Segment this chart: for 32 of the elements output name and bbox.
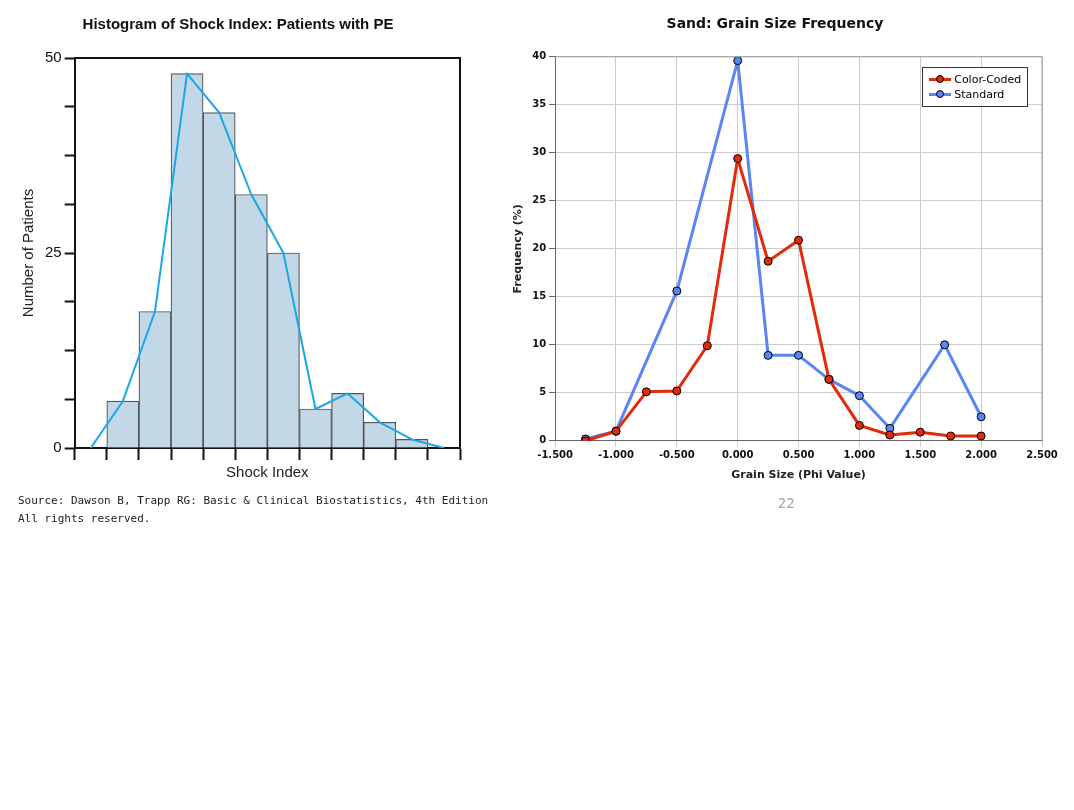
y-tick-label: 15: [532, 290, 547, 302]
y-tick-label: 10: [532, 338, 547, 350]
y-tick-label: 5: [539, 386, 547, 398]
x-tick-label: 0.000: [722, 449, 754, 461]
y-tick-label: 30: [532, 146, 547, 158]
x-axis-title: Grain Size (Phi Value): [731, 468, 867, 482]
x-tick-label: -0.500: [659, 449, 695, 461]
y-tick-label: 0: [53, 438, 62, 456]
text: All rights reserved.: [18, 510, 152, 527]
y-axis-title: Number of Patients: [19, 188, 37, 318]
x-tick-label: 2.000: [965, 449, 998, 461]
x-tick-label: 2.500: [1026, 449, 1059, 461]
chart-title: Sand: Grain Size Frequency: [666, 15, 884, 32]
legend-label: Standard: [954, 87, 1005, 101]
y-tick-label: 50: [45, 48, 62, 66]
chart-title: Histogram of Shock Index: Patients with PE: [82, 15, 394, 33]
legend-label: Color-Coded: [954, 72, 1022, 86]
y-axis-title: Frequency (%): [511, 204, 525, 294]
x-tick-label: -1.000: [598, 449, 635, 461]
y-tick-label: 0: [539, 434, 547, 446]
x-axis-title: Shock Index: [226, 463, 310, 481]
y-tick-label: 20: [532, 242, 547, 254]
text: 22: [776, 494, 796, 513]
source-note: Source: Dawson B, Trapp RG: Basic & Clinical Biostatistics, 4th Edition: [18, 493, 489, 509]
y-tick-label: 35: [532, 98, 547, 110]
y-tick-label: 25: [45, 243, 62, 261]
x-tick-label: 1.000: [843, 449, 876, 461]
x-tick-label: -1.500: [537, 449, 574, 461]
x-tick-label: 0.500: [782, 449, 815, 461]
y-tick-label: 40: [532, 50, 547, 62]
x-tick-label: 1.500: [904, 449, 937, 461]
y-tick-label: 25: [532, 194, 547, 206]
